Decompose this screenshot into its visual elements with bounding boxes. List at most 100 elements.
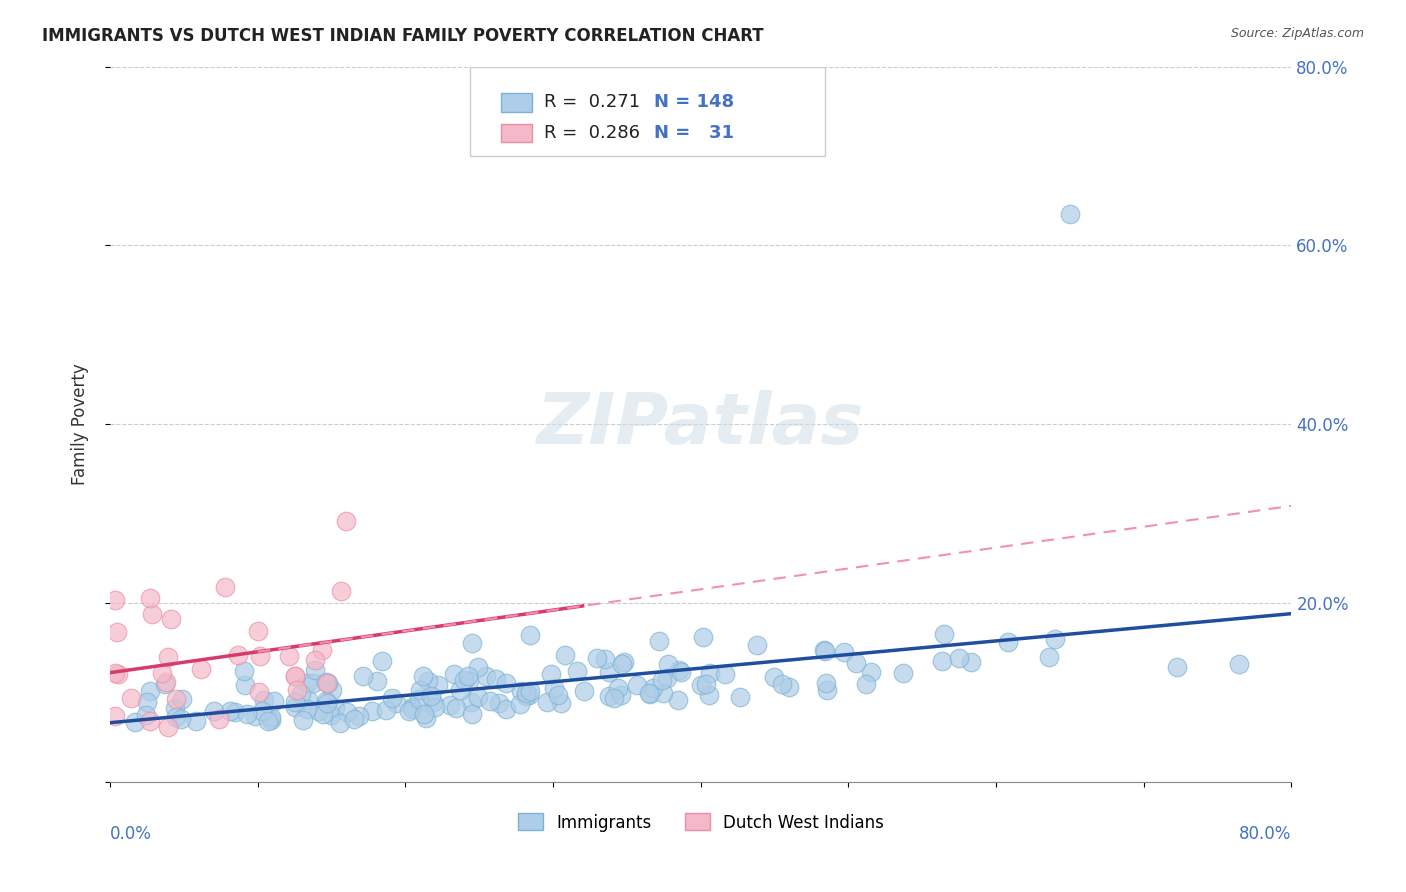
Point: [307, 704, 329, 718]
Point: [330, 583, 353, 598]
Point: [139, 714, 162, 728]
Point: [543, 681, 565, 696]
Text: R =  0.286: R = 0.286: [544, 124, 640, 142]
Point: [509, 697, 531, 711]
Point: [536, 695, 558, 709]
Point: [762, 670, 785, 684]
Point: [444, 701, 467, 715]
Point: [315, 694, 337, 708]
Point: [260, 713, 283, 727]
Point: [460, 695, 482, 709]
Point: [335, 514, 357, 528]
Point: [485, 672, 508, 686]
Point: [384, 696, 406, 710]
Point: [297, 692, 319, 706]
Point: [139, 684, 162, 698]
Point: [319, 707, 342, 722]
Point: [284, 700, 307, 714]
Text: N = 148: N = 148: [654, 94, 734, 112]
Point: [603, 691, 626, 706]
Text: 0.0%: 0.0%: [110, 825, 152, 843]
Point: [655, 671, 678, 685]
Point: [160, 612, 183, 626]
Point: [295, 676, 318, 690]
Point: [488, 697, 510, 711]
Point: [172, 692, 194, 706]
Point: [815, 676, 838, 690]
Point: [932, 627, 955, 641]
Point: [461, 635, 484, 649]
Point: [290, 687, 312, 701]
Point: [651, 673, 673, 688]
Point: [316, 676, 339, 690]
Point: [208, 712, 231, 726]
Point: [381, 690, 404, 705]
Point: [325, 701, 347, 715]
Point: [285, 682, 308, 697]
Point: [931, 654, 953, 668]
Point: [651, 686, 673, 700]
Point: [104, 592, 127, 607]
Point: [668, 693, 690, 707]
Point: [610, 688, 633, 702]
Point: [638, 686, 661, 700]
Point: [1038, 650, 1060, 665]
Text: R =  0.271: R = 0.271: [544, 94, 640, 112]
Point: [467, 660, 489, 674]
Point: [641, 681, 664, 695]
Point: [419, 690, 441, 704]
Point: [1045, 632, 1067, 646]
Point: [668, 663, 690, 677]
Point: [107, 667, 129, 681]
Point: [479, 693, 502, 707]
Point: [450, 682, 472, 697]
Point: [515, 686, 537, 700]
Point: [657, 657, 679, 671]
Point: [453, 673, 475, 687]
Point: [439, 698, 461, 712]
Point: [815, 682, 838, 697]
Text: ZIPatlas: ZIPatlas: [537, 390, 865, 458]
Point: [845, 657, 868, 671]
Point: [495, 675, 517, 690]
Point: [648, 634, 671, 648]
Point: [236, 707, 259, 722]
Point: [190, 662, 212, 676]
Point: [249, 649, 271, 664]
Point: [671, 665, 693, 679]
Point: [321, 682, 343, 697]
Point: [120, 690, 142, 705]
Point: [515, 689, 537, 703]
Point: [692, 630, 714, 644]
Point: [517, 688, 540, 702]
Point: [135, 708, 157, 723]
Point: [728, 690, 751, 704]
Text: N =   31: N = 31: [654, 124, 734, 142]
Point: [302, 676, 325, 690]
Point: [860, 665, 883, 680]
Point: [150, 666, 173, 681]
Point: [232, 664, 254, 678]
Point: [156, 720, 179, 734]
Point: [745, 638, 768, 652]
Point: [202, 705, 225, 719]
Point: [283, 668, 305, 682]
Point: [412, 669, 434, 683]
Point: [1227, 657, 1250, 672]
Point: [245, 709, 267, 723]
Point: [540, 667, 562, 681]
Point: [336, 705, 359, 719]
Point: [398, 704, 420, 718]
Point: [475, 669, 498, 683]
Point: [1059, 207, 1081, 221]
Point: [425, 700, 447, 714]
Point: [832, 645, 855, 659]
Point: [247, 624, 270, 639]
Point: [315, 675, 337, 690]
Point: [607, 681, 630, 696]
Point: [316, 676, 339, 690]
Point: [311, 642, 333, 657]
Point: [422, 695, 444, 709]
Point: [157, 649, 180, 664]
Point: [713, 667, 735, 681]
